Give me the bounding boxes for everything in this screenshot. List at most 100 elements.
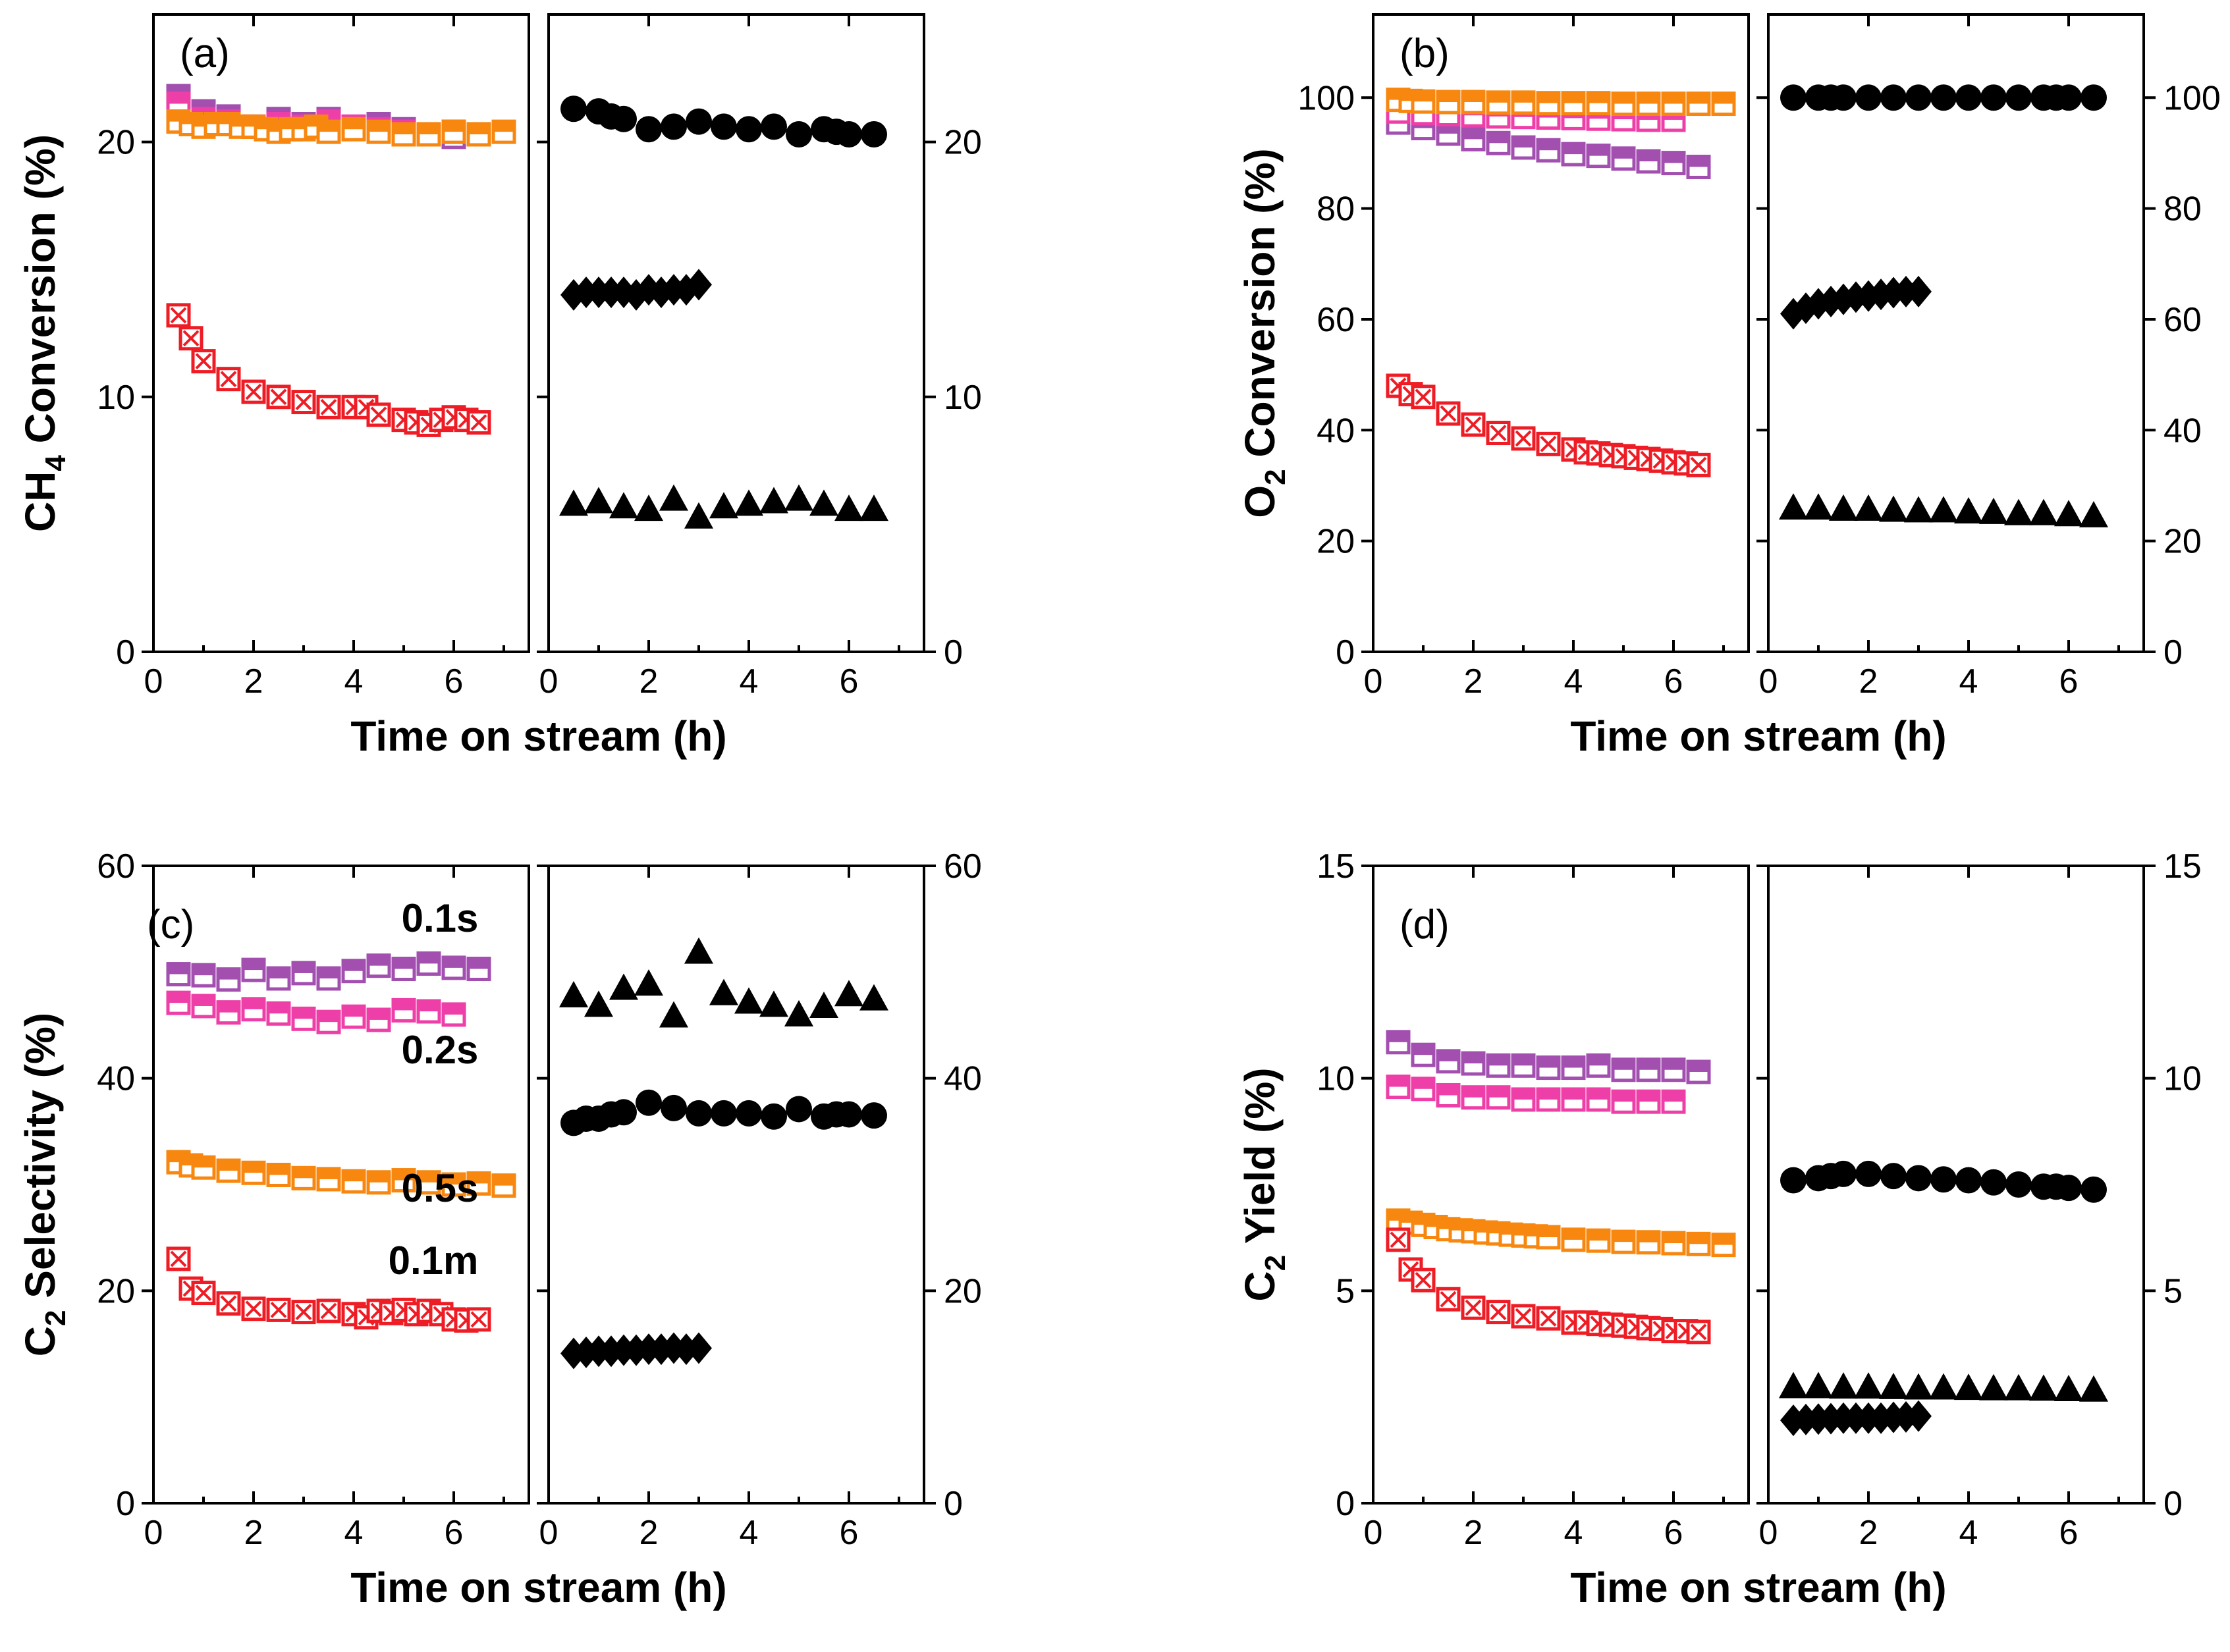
data-point — [786, 120, 812, 147]
data-point — [2029, 1374, 2058, 1401]
data-point — [316, 966, 341, 991]
data-point — [1955, 84, 1982, 111]
data-point — [1561, 1227, 1586, 1252]
data-point — [316, 1009, 341, 1034]
chart-panel-d: 0 2 4 6 0 5 10 15 0 2 4 6 0 5 10 15 (d) Time on stream (h… — [1236, 847, 2202, 1611]
data-point — [559, 980, 588, 1007]
data-point — [686, 269, 712, 301]
data-point — [241, 379, 266, 404]
data-point — [2005, 84, 2032, 111]
y-tick-label: 10 — [1317, 1060, 1355, 1098]
y-axis-title: CH4 Conversion (%) — [16, 134, 72, 532]
data-point — [166, 303, 191, 328]
data-point — [391, 1168, 416, 1193]
x-tick-label: 2 — [639, 1514, 659, 1552]
data-point — [734, 987, 763, 1014]
data-point — [391, 122, 416, 147]
y-tick-label: 20 — [97, 124, 135, 162]
left-axes-d: 0 2 4 6 0 5 10 15 — [1317, 847, 1750, 1552]
data-point — [1536, 138, 1561, 163]
data-point — [1586, 1228, 1611, 1253]
data-point — [834, 980, 863, 1007]
data-point — [1830, 84, 1857, 111]
data-point — [1561, 91, 1586, 116]
data-point — [1905, 1165, 1932, 1192]
x-tick-label: 2 — [244, 662, 263, 701]
y-tick-label-right: 100 — [2163, 79, 2221, 117]
data-point — [466, 1171, 491, 1196]
y-tick-label: 5 — [1336, 1272, 1355, 1310]
data-point — [266, 1162, 291, 1187]
chart-panel-a: 0 2 4 6 0 10 20 0 2 4 6 0 10 20 (a) Time on stream (h) C… — [16, 13, 982, 760]
data-point — [2054, 500, 2083, 527]
data-point — [1461, 126, 1486, 151]
annotation-0.5s: 0.5s — [402, 1166, 479, 1210]
data-point — [166, 1246, 191, 1271]
data-point — [366, 1007, 391, 1032]
x-tick-label: 2 — [639, 662, 659, 701]
data-point — [1486, 1085, 1511, 1110]
data-point — [166, 962, 191, 987]
right-axes-frame — [1767, 13, 2145, 653]
data-point — [636, 116, 662, 143]
data-point — [1561, 1055, 1586, 1080]
series-0.5s — [1386, 1208, 1736, 1258]
data-point — [241, 997, 266, 1022]
data-point — [441, 1002, 466, 1027]
x-tick-label: 2 — [1859, 1514, 1878, 1552]
data-point — [1411, 385, 1436, 410]
series-0.2s — [1386, 1075, 1686, 1114]
data-point — [1461, 1295, 1486, 1320]
data-point — [1636, 1089, 1661, 1114]
annotation-0.2s: 0.2s — [402, 1028, 479, 1072]
x-tick-label: 0 — [144, 662, 163, 701]
series-circle — [560, 1089, 887, 1136]
data-point — [1879, 1372, 1908, 1399]
data-point — [659, 1001, 688, 1028]
y-tick-label-right: 80 — [2163, 190, 2202, 228]
data-point — [2005, 1171, 2032, 1198]
data-point — [1905, 275, 1932, 307]
data-point — [291, 961, 316, 986]
data-point — [1930, 1166, 1957, 1193]
data-point — [1880, 1163, 1907, 1190]
data-point — [291, 1165, 316, 1190]
data-point — [341, 1169, 366, 1194]
data-point — [1411, 1077, 1436, 1102]
data-point — [316, 119, 341, 144]
series-0.1m — [166, 1246, 491, 1333]
data-point — [191, 994, 216, 1019]
data-point — [759, 487, 788, 514]
data-point — [366, 119, 391, 144]
data-point — [684, 502, 713, 529]
data-point — [1611, 92, 1636, 117]
data-point — [391, 956, 416, 981]
data-point — [1855, 84, 1882, 111]
data-point — [686, 108, 712, 135]
data-point — [559, 489, 588, 516]
x-axis-title: Time on stream (h) — [1570, 712, 1946, 760]
data-point — [316, 1298, 341, 1323]
data-point — [1854, 494, 1883, 521]
y-tick-label-right: 5 — [2163, 1272, 2183, 1310]
x-tick-label: 2 — [1859, 662, 1878, 701]
data-point — [1905, 1400, 1932, 1432]
data-point — [1929, 496, 1958, 523]
data-point — [1854, 1372, 1883, 1399]
data-point — [1879, 495, 1908, 522]
data-point — [711, 113, 737, 140]
x-tick-label: 6 — [445, 1514, 464, 1552]
right-axes-frame — [547, 865, 925, 1505]
data-point — [736, 1100, 762, 1127]
data-point — [2079, 1375, 2108, 1402]
data-point — [1386, 1030, 1411, 1055]
y-tick-label-right: 60 — [944, 847, 982, 886]
data-point — [1411, 1267, 1436, 1292]
y-tick-label-right: 40 — [2163, 412, 2202, 450]
data-point — [1486, 90, 1511, 115]
left-axes-frame — [152, 13, 530, 653]
y-tick-label-right: 60 — [2163, 301, 2202, 339]
